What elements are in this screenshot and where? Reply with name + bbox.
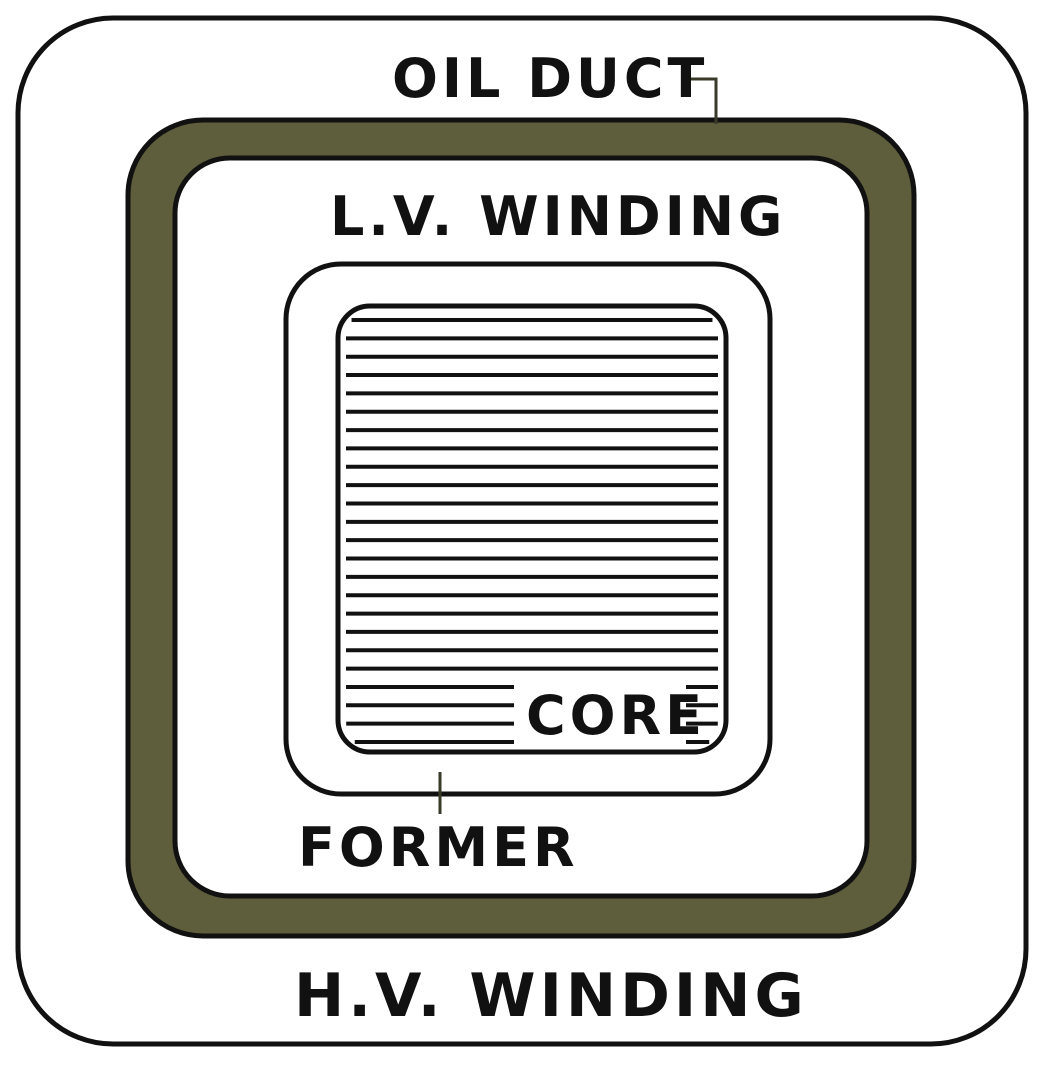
oil-duct-label: OIL DUCT xyxy=(392,47,708,110)
core-label: CORE xyxy=(526,684,706,747)
hv-winding-outline xyxy=(15,15,1029,1047)
oil-duct-leader-line xyxy=(690,77,718,124)
former-label: FORMER xyxy=(298,816,579,879)
core-label-background xyxy=(514,676,686,746)
lv-winding-label: L.V. WINDING xyxy=(330,185,786,248)
hv-winding-label: H.V. WINDING xyxy=(294,961,808,1031)
core-outline xyxy=(335,303,729,755)
core-laminations xyxy=(346,318,718,744)
